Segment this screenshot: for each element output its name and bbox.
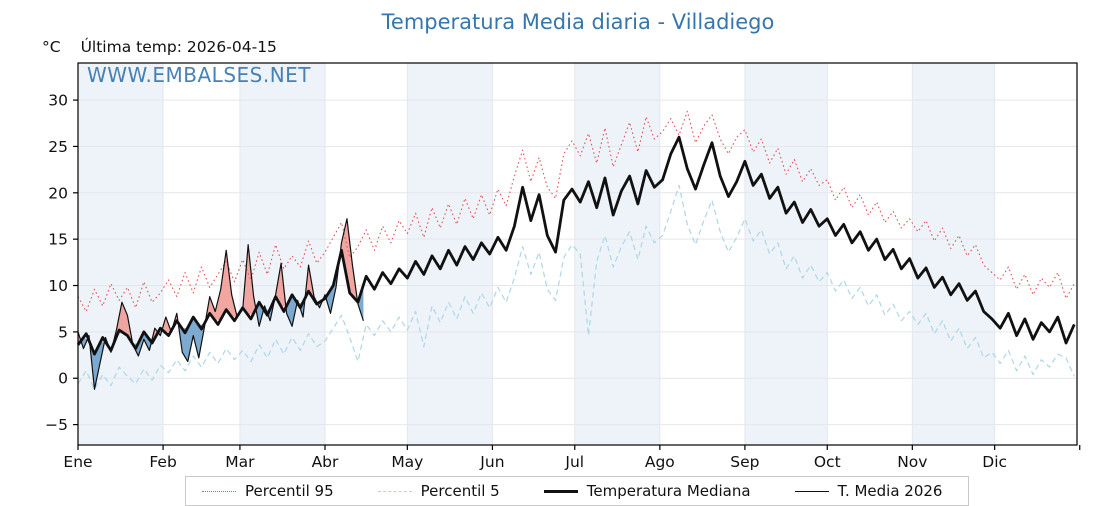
x-tick-label-Nov: Nov: [897, 453, 927, 471]
x-tick-label-Jul: Jul: [564, 453, 584, 471]
fill-below-median: [178, 317, 206, 362]
x-tick-label-Oct: Oct: [814, 453, 841, 471]
fill-above-median: [242, 244, 256, 316]
x-tick-label-May: May: [391, 453, 423, 471]
y-tick-label: 30: [48, 92, 68, 110]
legend-item-mediana: Temperatura Mediana: [543, 482, 751, 500]
month-band-Mar: [239, 63, 326, 445]
x-tick-label-Ene: Ene: [63, 453, 92, 471]
legend-swatch-percentil-5-icon: [377, 490, 412, 492]
legend-swatch-t-media-2026-icon: [794, 490, 829, 492]
fill-above-median: [339, 218, 358, 302]
y-axis-unit-label: °C: [42, 38, 61, 56]
series-line-percentil-5: [77, 184, 1075, 390]
month-band-Ene: [78, 63, 164, 445]
month-band-Sep: [744, 63, 828, 445]
fill-above-median: [162, 317, 171, 334]
legend-label-percentil-95: Percentil 95: [245, 482, 334, 500]
legend: Percentil 95 Percentil 5 Temperatura Med…: [185, 476, 969, 506]
legend-item-percentil-5: Percentil 5: [377, 482, 500, 500]
legend-swatch-mediana-icon: [543, 489, 578, 493]
x-tick-label-Dic: Dic: [982, 453, 1007, 471]
legend-label-t-media-2026: T. Media 2026: [837, 482, 943, 500]
y-tick-label: 15: [48, 231, 68, 249]
legend-item-percentil-95: Percentil 95: [202, 482, 334, 500]
y-tick-label: −5: [45, 416, 68, 434]
legend-item-t-media-2026: T. Media 2026: [794, 482, 943, 500]
chart-header-row: °C Última temp: 2026-04-15: [42, 38, 277, 56]
month-band-Nov: [912, 63, 995, 445]
legend-swatch-percentil-95-icon: [202, 490, 236, 492]
last-temp-label: Última temp: 2026-04-15: [80, 38, 277, 56]
series-line-percentil-95: [77, 110, 1075, 313]
plot-border: [77, 62, 1078, 446]
legend-label-percentil-5: Percentil 5: [420, 482, 500, 500]
y-tick-label: 20: [48, 184, 68, 202]
x-tick-label-Mar: Mar: [225, 453, 255, 471]
legend-label-mediana: Temperatura Mediana: [586, 482, 751, 500]
x-tick-label-Jun: Jun: [479, 453, 504, 471]
y-tick-label: 25: [48, 138, 68, 156]
series-line-t-media-2026: [77, 218, 364, 390]
month-band-Jul: [574, 63, 660, 445]
x-tick-label-Abr: Abr: [312, 453, 339, 471]
x-tick-label-Sep: Sep: [730, 453, 759, 471]
page-title: Temperatura Media diaria - Villadiego: [381, 10, 775, 34]
x-tick-label-Feb: Feb: [149, 453, 176, 471]
fill-above-median: [112, 302, 133, 348]
y-tick-label: 5: [58, 323, 68, 341]
y-tick-label: 0: [58, 370, 68, 388]
fill-above-median: [274, 263, 286, 307]
series-line-temperatura-mediana: [76, 135, 1076, 356]
x-tick-label-Ago: Ago: [645, 453, 675, 471]
y-tick-label: 10: [48, 277, 68, 295]
watermark: WWW.EMBALSES.NET: [87, 63, 312, 87]
